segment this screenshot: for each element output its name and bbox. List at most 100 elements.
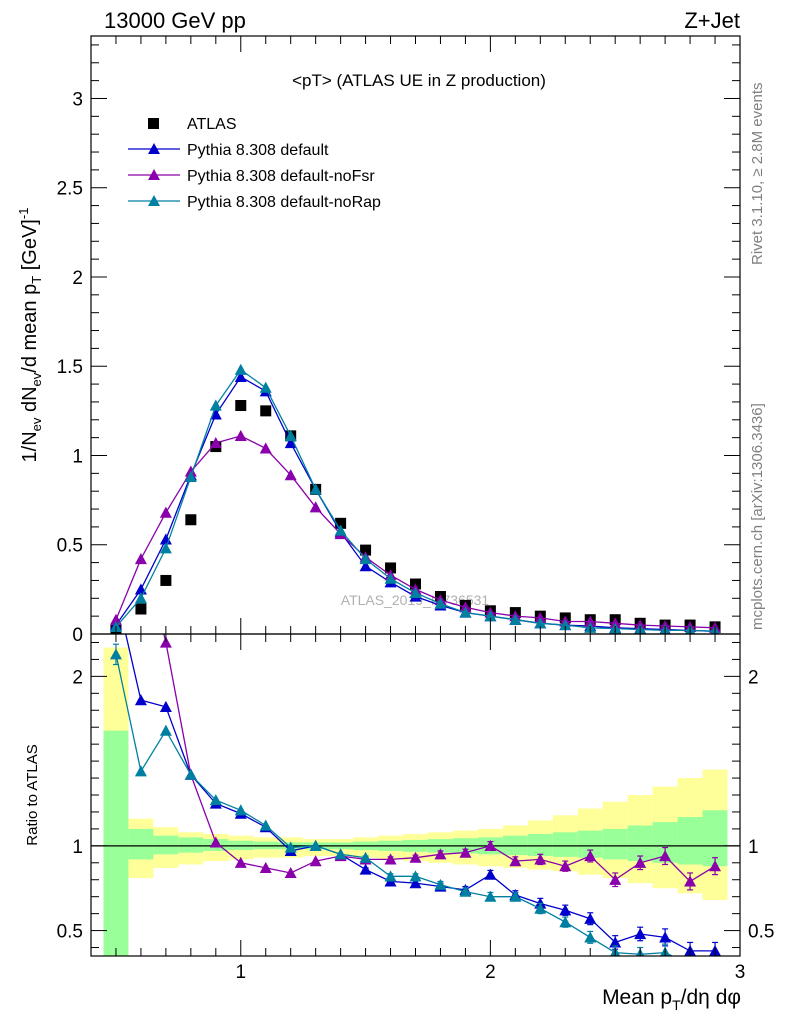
ratio-point-default	[134, 694, 147, 706]
axis-ticks	[90, 36, 741, 956]
ratio-point-noRap	[109, 648, 122, 660]
band-green-bin	[527, 833, 553, 857]
data-point-noRap	[459, 606, 472, 618]
ratio-point-default	[559, 904, 572, 916]
data-point-noRap	[234, 363, 247, 375]
band-green-bin	[602, 828, 628, 860]
band-green-bin	[552, 832, 578, 857]
data-point-noFsr	[159, 506, 172, 518]
ratio-uncertainty-bands	[103, 647, 728, 956]
ratio-point-noRap	[484, 890, 497, 902]
ratio-point-noFsr	[110, 501, 122, 512]
main-series-layer	[109, 363, 722, 634]
ratio-point-noRap	[684, 958, 696, 969]
x-axis-title: Mean pT/dη dφ	[602, 986, 741, 1013]
main-y-tick-label: 1.5	[57, 357, 83, 378]
ratio-point-noRap	[459, 885, 472, 897]
data-point-noRap	[384, 572, 397, 584]
data-point-noFsr	[209, 436, 222, 449]
ratio-point-noRap	[384, 870, 397, 882]
data-point-noFsr	[309, 501, 322, 513]
legend-label-atlas: ATLAS	[187, 116, 237, 133]
ratio-point-noFsr	[559, 860, 572, 872]
ratio-y-tick-label-right: 1	[748, 837, 759, 858]
band-green-bin	[128, 828, 154, 860]
ratio-point-noFsr	[609, 873, 622, 885]
ratio-point-noRap	[134, 765, 147, 777]
band-green-bin	[702, 810, 728, 867]
ratio-point-default	[584, 912, 597, 924]
band-green-bin	[627, 825, 653, 862]
ratio-point-noRap	[709, 958, 721, 969]
data-point-default	[359, 560, 372, 572]
legend-marker-default	[148, 143, 160, 154]
ratio-point-default	[409, 877, 422, 889]
ratio-point-noFsr	[434, 848, 447, 860]
ratio-point-noRap	[359, 851, 372, 863]
data-point-noRap	[409, 586, 422, 599]
header-left: 13000 GeV pp	[104, 8, 246, 33]
data-point-atlas	[235, 400, 247, 412]
ratio-y-tick-label-right: 2	[748, 667, 759, 688]
ratio-point-noRap	[509, 890, 522, 902]
data-point-noRap	[259, 381, 272, 393]
ratio-point-default	[110, 586, 122, 597]
ratio-point-noFsr	[135, 535, 147, 546]
data-point-default	[234, 370, 247, 383]
ratio-point-noFsr	[209, 836, 222, 848]
data-point-noRap	[559, 619, 572, 631]
data-point-noRap	[359, 553, 372, 565]
data-point-noFsr	[584, 615, 597, 627]
main-y-tick-label: 3	[72, 89, 83, 110]
x-tick-label: 1	[235, 962, 246, 983]
ratio-y-tick-label-left: 2	[72, 667, 83, 688]
ratio-point-noFsr	[584, 850, 597, 862]
ratio-point-noRap	[259, 819, 272, 831]
ratio-point-noRap	[209, 794, 222, 806]
ratio-point-default	[609, 936, 622, 948]
ratio-point-noFsr	[509, 855, 522, 867]
ratio-point-default	[359, 863, 372, 875]
legend: ATLAS Pythia 8.308 default Pythia 8.308 …	[128, 116, 381, 211]
data-point-default	[159, 533, 172, 545]
data-point-default	[209, 408, 222, 420]
data-point-noRap	[134, 592, 147, 604]
ratio-point-noRap	[284, 841, 297, 853]
ratio-point-noFsr	[709, 860, 722, 872]
data-point-atlas	[260, 405, 272, 417]
main-y-tick-label: 2	[72, 268, 83, 289]
data-point-atlas	[335, 517, 347, 529]
data-point-atlas	[360, 544, 372, 556]
chart-title: <pT> (ATLAS UE in Z production)	[292, 71, 546, 90]
x-tick-label: 3	[735, 962, 746, 983]
ratio-point-noFsr	[234, 856, 247, 868]
data-point-noFsr	[284, 469, 297, 481]
ratio-point-noRap	[234, 804, 247, 816]
ratio-point-noFsr	[459, 846, 472, 858]
ratio-point-noRap	[559, 916, 572, 928]
data-point-noRap	[334, 524, 347, 536]
ratio-point-default	[634, 927, 647, 940]
ratio-point-noRap	[409, 870, 422, 882]
main-y-tick-label: 2.5	[57, 179, 83, 200]
ratio-y-tick-label-left: 1	[72, 837, 83, 858]
ratio-point-noFsr	[284, 866, 297, 879]
ratio-point-noFsr	[384, 853, 397, 865]
legend-marker-norap	[148, 195, 160, 206]
band-green-bin	[103, 730, 129, 956]
ratio-point-noFsr	[534, 853, 547, 865]
data-point-noRap	[484, 610, 497, 622]
axis-tick-labels: 00.511.522.531 2 30.5 0.51 12 2	[57, 89, 775, 983]
data-point-atlas	[160, 574, 172, 586]
ratio-point-default	[484, 868, 497, 880]
data-point-noRap	[309, 483, 322, 495]
ratio-point-noFsr	[659, 850, 672, 862]
ratio-point-default	[659, 931, 672, 943]
legend-label-norap: Pythia 8.308 default-noRap	[187, 194, 381, 211]
legend-label-default: Pythia 8.308 default	[187, 142, 329, 159]
data-point-noRap	[209, 399, 222, 411]
ratio-point-noFsr	[684, 875, 697, 887]
ratio-point-noFsr	[634, 856, 647, 868]
data-point-noFsr	[134, 553, 147, 565]
